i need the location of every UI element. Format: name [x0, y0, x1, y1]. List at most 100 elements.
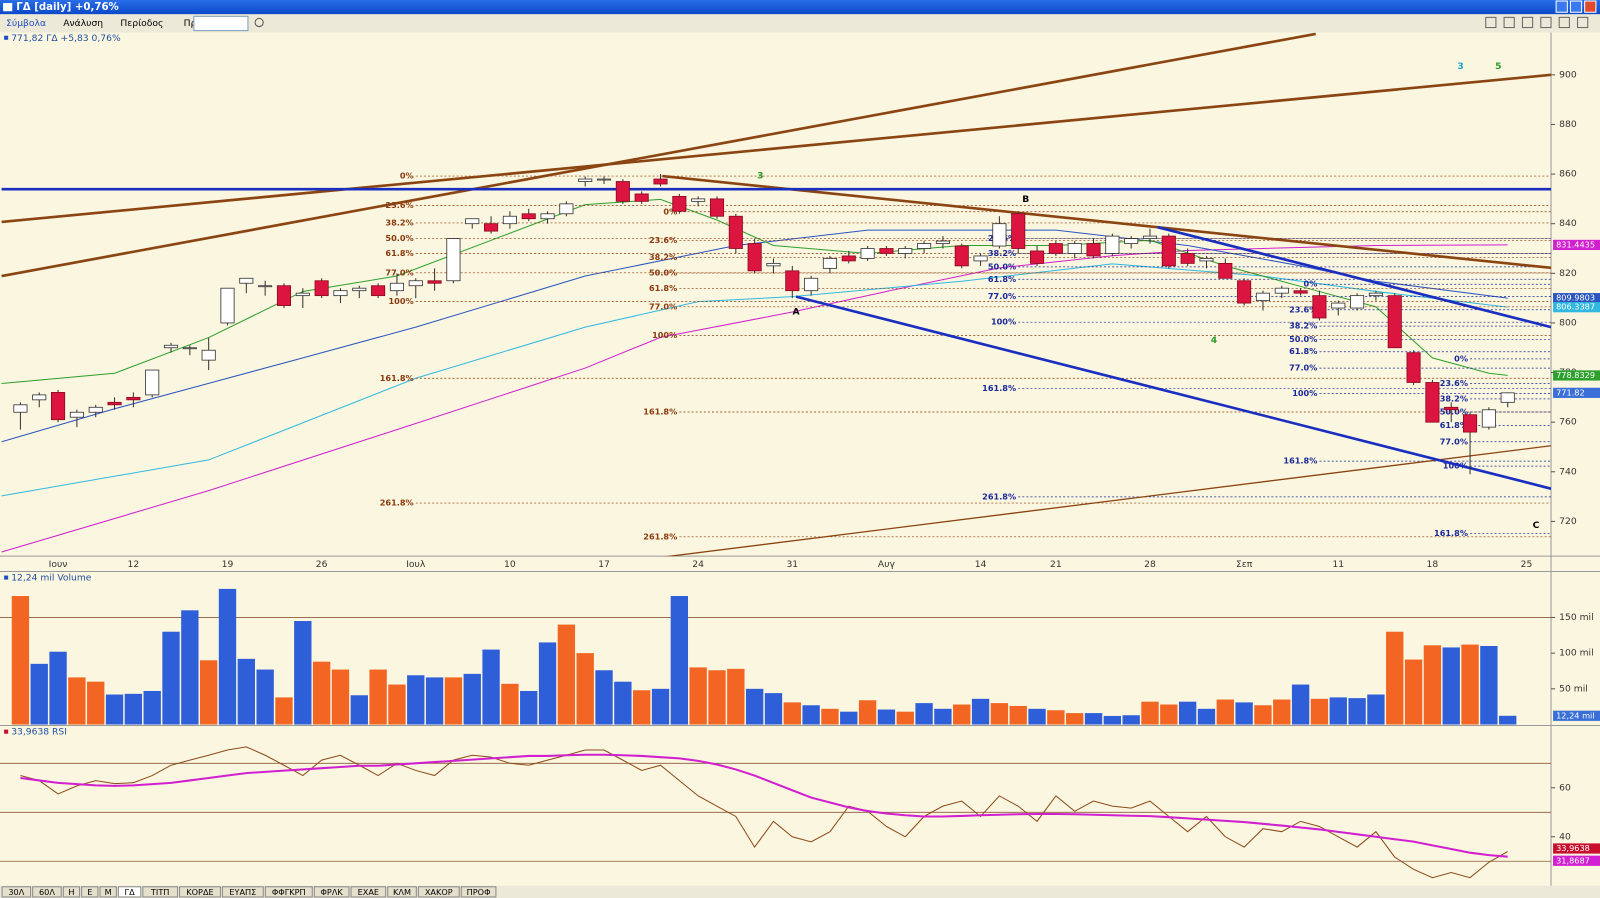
tab[interactable] — [62, 886, 81, 898]
menu-item[interactable]: Ανάλυση — [63, 18, 103, 29]
tool-icon[interactable] — [1485, 16, 1497, 29]
candle-body — [1444, 406, 1459, 411]
candle-body — [446, 238, 461, 282]
tab[interactable] — [142, 886, 179, 898]
value-tag — [1553, 855, 1600, 866]
fib-level-label: 100% — [389, 296, 414, 306]
tab-label[interactable]: ΚΛΜ — [393, 887, 411, 897]
x-tick-label: 19 — [222, 559, 234, 570]
candle-body — [1406, 352, 1421, 383]
candle-body — [1350, 295, 1365, 309]
maximize-button[interactable] — [1569, 0, 1583, 13]
tab-label[interactable]: ΠΡΟΦ — [467, 887, 491, 897]
tab[interactable] — [350, 886, 387, 898]
tab[interactable] — [313, 886, 350, 898]
volume-bar — [425, 677, 444, 725]
y-tick-label: 820 — [1559, 268, 1577, 279]
tool-icon[interactable] — [1577, 16, 1589, 29]
tool-icon[interactable] — [1540, 16, 1552, 29]
search-button[interactable] — [254, 17, 264, 28]
title-bar — [0, 0, 1600, 15]
candle-body — [1255, 292, 1270, 302]
tab-label[interactable]: 30Λ — [8, 887, 24, 897]
menu-item[interactable]: Σύμβολα — [6, 18, 46, 29]
volume-bar — [312, 661, 331, 725]
tab[interactable] — [221, 886, 264, 898]
fib-level-label: 38.2% — [988, 248, 1016, 258]
candle-body — [145, 369, 160, 396]
candle-body — [879, 248, 894, 254]
tab-label[interactable]: 60Λ — [39, 887, 55, 897]
candle-body — [51, 391, 66, 421]
tab[interactable] — [387, 886, 417, 898]
volume-bar — [708, 670, 726, 725]
volume-bar — [576, 653, 594, 725]
tab[interactable] — [417, 886, 460, 898]
candle-body — [898, 248, 913, 254]
volume-bar — [463, 673, 481, 725]
tab-label[interactable]: Η — [68, 887, 74, 897]
annotation: C — [1533, 520, 1540, 531]
candle-body — [314, 280, 329, 297]
volume-bar — [689, 667, 707, 725]
tab-label[interactable]: Μ — [105, 887, 112, 897]
value-tag-label: 809.9803 — [1556, 293, 1595, 303]
tab-label[interactable]: ΦΡΛΚ — [320, 887, 343, 897]
tab[interactable] — [99, 886, 117, 898]
value-tag — [1553, 843, 1600, 854]
tab-label[interactable]: ΕΧΑΕ — [358, 887, 379, 897]
value-tag — [1553, 370, 1600, 381]
symbol-input[interactable] — [193, 15, 249, 32]
volume-bar — [877, 709, 896, 725]
candle-body — [1029, 250, 1045, 264]
minimize-button[interactable] — [1555, 0, 1568, 13]
trendline — [662, 174, 1552, 270]
fib-level-label: 0% — [1304, 279, 1318, 289]
volume-bar — [218, 588, 237, 725]
volume-bar — [407, 675, 425, 725]
value-tag-label: 12,24 mil — [1556, 710, 1594, 720]
candle-body — [992, 223, 1007, 247]
tab-label[interactable]: ΚΟΡΔΕ — [186, 887, 213, 897]
candle-body — [691, 198, 706, 202]
candle-body — [1312, 295, 1327, 319]
tool-icon[interactable] — [1503, 16, 1515, 29]
close-button[interactable] — [1584, 0, 1597, 13]
rsi-panel — [0, 746, 1552, 879]
window-buttons[interactable] — [1555, 0, 1597, 13]
candle-body — [126, 396, 141, 401]
annotation: B — [1022, 194, 1029, 205]
candle-body — [766, 262, 781, 267]
value-tag — [1553, 387, 1600, 398]
value-tag-label: 831.4435 — [1556, 239, 1595, 249]
tab[interactable] — [81, 886, 99, 898]
tab-label[interactable]: ΤΙΤΠ — [150, 887, 170, 897]
volume-bar — [1009, 705, 1027, 725]
value-tag — [1553, 710, 1600, 721]
tab[interactable] — [264, 886, 313, 898]
tab[interactable] — [179, 886, 221, 898]
tool-icon[interactable] — [1521, 16, 1534, 29]
tab-label[interactable]: ΕΥΑΠΣ — [229, 887, 256, 897]
tab-label[interactable]: Ε — [87, 887, 92, 897]
tab[interactable] — [32, 886, 62, 898]
volume-bar — [538, 642, 557, 725]
volume-panel — [0, 588, 1552, 725]
candle-body — [954, 245, 969, 267]
tab-label[interactable]: ΦΦΓΚΡΠ — [272, 887, 306, 897]
tool-icon[interactable] — [1558, 16, 1570, 29]
rsi-line — [20, 753, 1508, 858]
candle-body — [747, 243, 762, 272]
panel-marker — [4, 729, 9, 734]
fib-level-label: 77.0% — [1289, 363, 1317, 373]
volume-bar — [896, 711, 914, 725]
tab[interactable] — [1, 886, 32, 898]
tab[interactable] — [117, 886, 142, 898]
tab[interactable] — [460, 886, 497, 898]
menu-item[interactable]: Περίοδος — [120, 18, 163, 29]
candle-body — [1105, 235, 1120, 254]
fib-level-label: 23.6% — [1440, 378, 1468, 388]
y-tick-label: 860 — [1559, 169, 1577, 180]
tab-label[interactable]: ΧΑΚΟΡ — [425, 887, 453, 897]
tab-label[interactable]: ΓΔ — [125, 887, 136, 897]
